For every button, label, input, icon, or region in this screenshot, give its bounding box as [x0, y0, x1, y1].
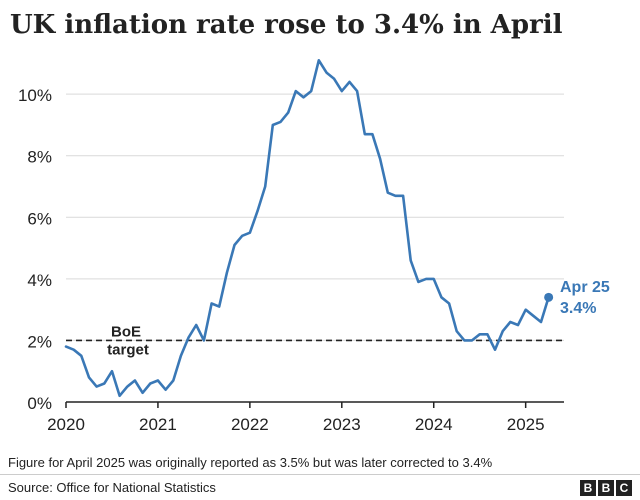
inflation-line [64, 58, 550, 398]
latest-value-label: 3.4% [560, 300, 596, 317]
line-chart: 2020 2021 2022 2023 2024 2025 0% 2% 4% 6% 8% 10% B… [18, 58, 610, 434]
gridlines [66, 93, 564, 341]
y-tick-label: 10% [18, 86, 52, 105]
boe-target-label: BoE [111, 323, 141, 340]
bbc-logo-block: B [580, 480, 596, 496]
chart-title: UK inflation rate rose to 3.4% in April [10, 10, 563, 40]
chart-footnote: Figure for April 2025 was originally rep… [8, 455, 493, 470]
boe-target-label: target [107, 341, 149, 358]
x-axis: 2020 2021 2022 2023 2024 2025 [47, 401, 564, 434]
x-tick-label: 2025 [507, 415, 545, 434]
footer-divider [0, 474, 640, 475]
bbc-logo: B B C [580, 480, 632, 496]
x-tick-label: 2022 [231, 415, 269, 434]
latest-value-marker [544, 292, 554, 302]
x-tick-label: 2024 [415, 415, 453, 434]
x-tick-label: 2020 [47, 415, 85, 434]
bbc-logo-block: B [598, 480, 614, 496]
y-tick-label: 2% [27, 332, 52, 351]
latest-value-label: Apr 25 [560, 279, 610, 296]
y-tick-label: 4% [27, 271, 52, 290]
y-tick-label: 6% [27, 209, 52, 228]
source-text: Source: Office for National Statistics [8, 480, 216, 495]
y-tick-label: 8% [27, 148, 52, 167]
inflation-series [64, 58, 554, 398]
x-tick-label: 2023 [323, 415, 361, 434]
x-tick-label: 2021 [139, 415, 177, 434]
y-tick-label: 0% [27, 394, 52, 413]
bbc-logo-block: C [616, 480, 632, 496]
y-axis-tick-labels: 0% 2% 4% 6% 8% 10% [18, 86, 52, 413]
